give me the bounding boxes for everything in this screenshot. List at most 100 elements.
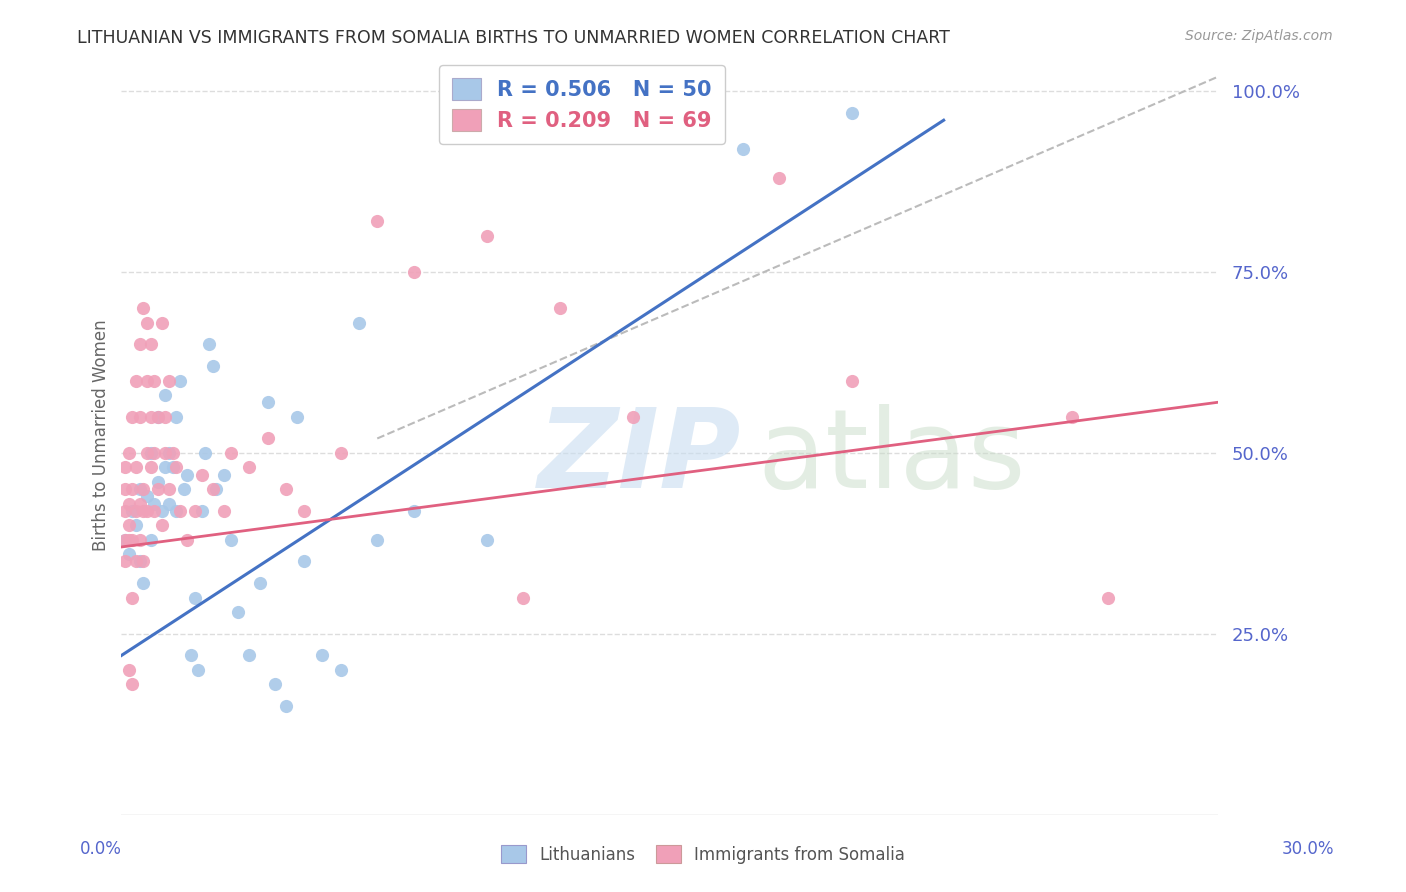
Point — [128, 337, 150, 351]
Point — [292, 554, 315, 568]
Point — [136, 374, 159, 388]
Point — [264, 677, 287, 691]
Point — [238, 648, 260, 663]
Point — [162, 446, 184, 460]
Point — [155, 460, 177, 475]
Point — [139, 446, 162, 460]
Point — [201, 359, 224, 373]
Point — [128, 409, 150, 424]
Point — [176, 533, 198, 547]
Point — [132, 482, 155, 496]
Point — [150, 518, 173, 533]
Point — [169, 504, 191, 518]
Point — [329, 446, 352, 460]
Point — [402, 265, 425, 279]
Point — [219, 446, 242, 460]
Point — [118, 663, 141, 677]
Point — [183, 504, 205, 518]
Point — [366, 533, 388, 547]
Point — [238, 460, 260, 475]
Point — [180, 648, 202, 663]
Point — [212, 504, 235, 518]
Point — [118, 497, 141, 511]
Point — [165, 460, 187, 475]
Point — [125, 554, 148, 568]
Point — [194, 446, 217, 460]
Point — [114, 482, 136, 496]
Point — [157, 482, 180, 496]
Point — [162, 460, 184, 475]
Point — [1097, 591, 1119, 605]
Point — [136, 446, 159, 460]
Point — [183, 591, 205, 605]
Point — [157, 497, 180, 511]
Point — [347, 316, 370, 330]
Point — [621, 409, 644, 424]
Point — [132, 554, 155, 568]
Point — [121, 677, 143, 691]
Point — [228, 605, 250, 619]
Point — [402, 504, 425, 518]
Point — [165, 504, 187, 518]
Point — [292, 504, 315, 518]
Point — [136, 489, 159, 503]
Point — [136, 504, 159, 518]
Point — [157, 374, 180, 388]
Point — [114, 533, 136, 547]
Point — [125, 460, 148, 475]
Point — [155, 388, 177, 402]
Point — [132, 504, 155, 518]
Point — [121, 533, 143, 547]
Point — [1060, 409, 1083, 424]
Point — [841, 374, 863, 388]
Point — [118, 446, 141, 460]
Text: ZIP: ZIP — [538, 404, 741, 511]
Text: LITHUANIAN VS IMMIGRANTS FROM SOMALIA BIRTHS TO UNMARRIED WOMEN CORRELATION CHAR: LITHUANIAN VS IMMIGRANTS FROM SOMALIA BI… — [77, 29, 950, 46]
Text: 30.0%: 30.0% — [1281, 840, 1334, 858]
Point — [114, 533, 136, 547]
Point — [191, 467, 214, 482]
Text: atlas: atlas — [758, 404, 1026, 511]
Point — [274, 699, 297, 714]
Point — [139, 460, 162, 475]
Point — [143, 446, 166, 460]
Point — [139, 533, 162, 547]
Point — [125, 374, 148, 388]
Legend: R = 0.506   N = 50, R = 0.209   N = 69: R = 0.506 N = 50, R = 0.209 N = 69 — [439, 65, 725, 145]
Point — [768, 171, 790, 186]
Point — [146, 409, 169, 424]
Point — [256, 432, 278, 446]
Point — [150, 504, 173, 518]
Point — [121, 591, 143, 605]
Point — [219, 533, 242, 547]
Point — [114, 504, 136, 518]
Point — [173, 482, 195, 496]
Point — [731, 142, 754, 156]
Point — [132, 301, 155, 316]
Point — [128, 482, 150, 496]
Point — [155, 409, 177, 424]
Point — [143, 504, 166, 518]
Point — [274, 482, 297, 496]
Point — [155, 446, 177, 460]
Point — [118, 518, 141, 533]
Point — [143, 497, 166, 511]
Point — [118, 533, 141, 547]
Point — [157, 446, 180, 460]
Point — [212, 467, 235, 482]
Point — [146, 482, 169, 496]
Point — [143, 374, 166, 388]
Text: 0.0%: 0.0% — [80, 840, 122, 858]
Point — [187, 663, 209, 677]
Point — [139, 337, 162, 351]
Point — [249, 576, 271, 591]
Point — [366, 214, 388, 228]
Point — [139, 409, 162, 424]
Point — [311, 648, 333, 663]
Point — [256, 395, 278, 409]
Text: Source: ZipAtlas.com: Source: ZipAtlas.com — [1185, 29, 1333, 43]
Point — [285, 409, 308, 424]
Point — [165, 409, 187, 424]
Point — [121, 504, 143, 518]
Point — [121, 409, 143, 424]
